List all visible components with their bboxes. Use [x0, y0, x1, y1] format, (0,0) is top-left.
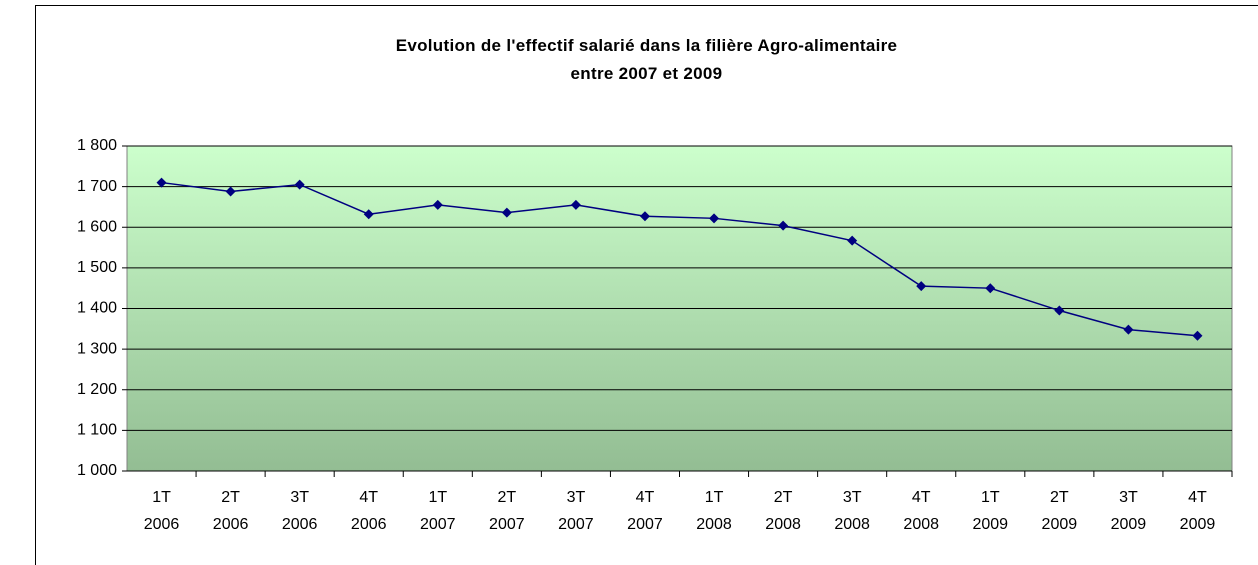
series-line [161, 181, 1198, 337]
x-tick-label: 2T 2009 [1041, 489, 1078, 533]
x-tick-label: 1T 2009 [972, 489, 1009, 533]
x-tick-label: 3T 2008 [834, 489, 870, 533]
x-tick-label: 1T 2007 [419, 489, 456, 533]
data-point [778, 220, 789, 231]
x-tick-label: 3T 2006 [281, 489, 318, 533]
data-point [985, 283, 996, 294]
x-tick-label: 4T 2008 [903, 489, 940, 533]
x-tick-label: 4T 2006 [350, 489, 387, 533]
chart-frame [35, 5, 1258, 565]
data-point [570, 199, 581, 210]
y-tick-label: 1 800 [77, 137, 117, 154]
data-point [156, 177, 167, 188]
x-tick-label: 1T 2008 [696, 489, 732, 533]
y-tick-label: 1 100 [77, 422, 117, 439]
y-tick-label: 1 300 [77, 340, 117, 357]
y-tick-label: 1 700 [77, 178, 117, 195]
y-tick-label: 1 400 [77, 300, 117, 317]
x-tick-label: 2T 2008 [765, 489, 801, 533]
data-point [639, 211, 650, 222]
data-point [363, 209, 374, 220]
x-tick-label: 4T 2009 [1179, 489, 1216, 533]
data-point [1123, 324, 1134, 335]
y-tick-label: 1 000 [77, 462, 117, 479]
data-point [847, 235, 858, 246]
data-point [432, 199, 443, 210]
data-point [1054, 305, 1065, 316]
data-point [225, 186, 236, 197]
y-tick-label: 1 200 [77, 381, 117, 398]
data-point [294, 179, 305, 190]
x-tick-label: 2T 2006 [212, 489, 249, 533]
chart-title: Evolution de l'effectif salarié dans la … [395, 36, 898, 83]
x-tick-label: 4T 2007 [627, 489, 663, 533]
y-tick-label: 1 600 [77, 218, 117, 235]
data-point [709, 213, 720, 224]
y-tick-label: 1 500 [77, 259, 117, 276]
x-tick-label: 3T 2009 [1110, 489, 1147, 533]
data-point [916, 281, 927, 292]
x-tick-label: 1T 2006 [143, 489, 180, 533]
data-point [501, 207, 512, 218]
x-tick-label: 3T 2007 [558, 489, 594, 533]
x-tick-label: 2T 2007 [489, 489, 525, 533]
data-point [1192, 330, 1203, 341]
